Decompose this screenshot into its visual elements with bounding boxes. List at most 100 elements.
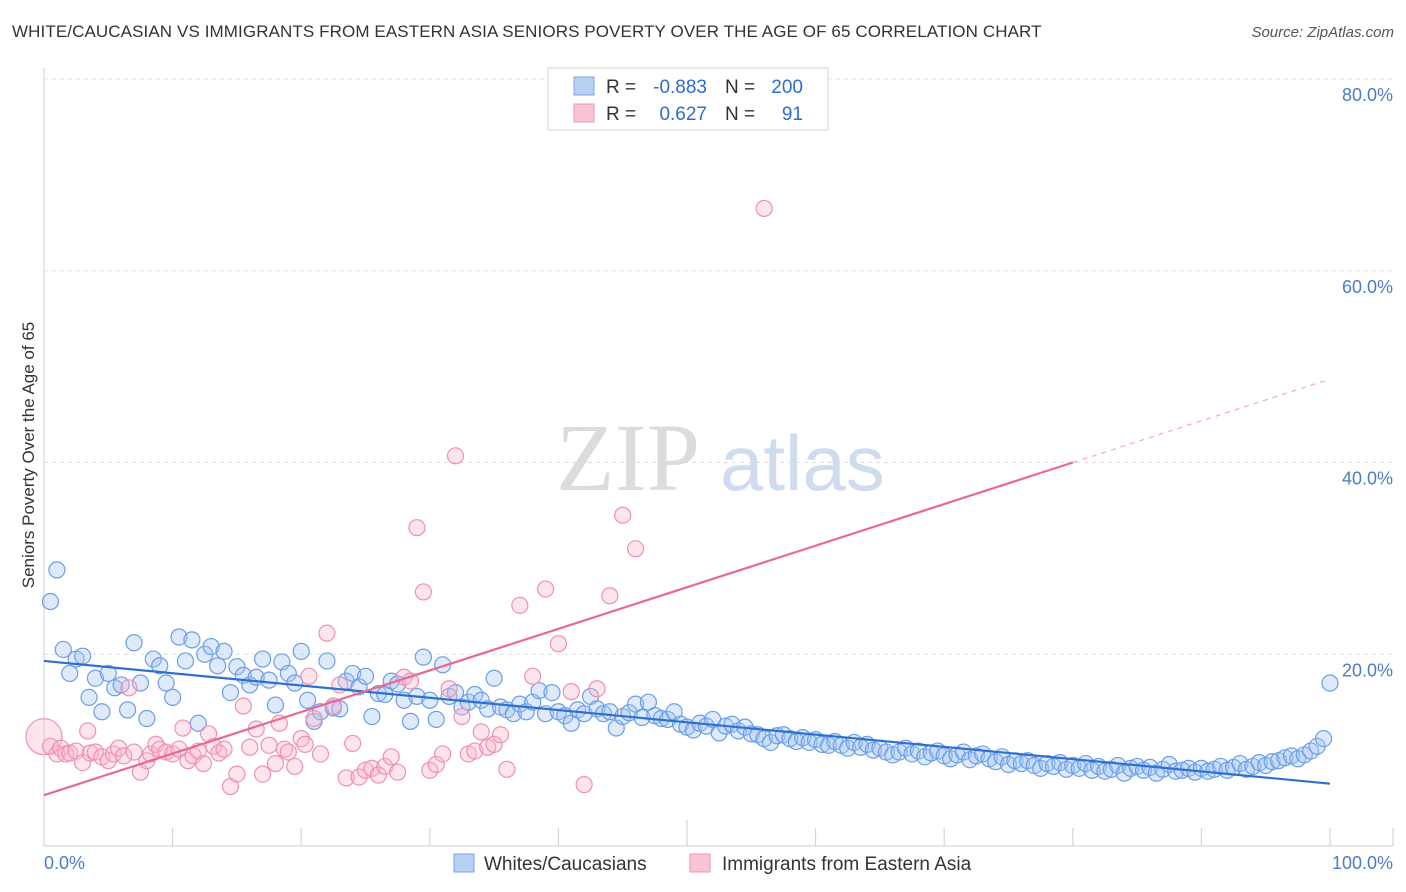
point-immigrants-36 [228,765,246,783]
point-immigrants-83 [536,580,555,598]
point-whites-59 [421,691,439,709]
point-immigrants-89 [614,506,632,524]
point-immigrants-34 [215,740,233,758]
x-tick-label-min: 0.0% [44,853,85,873]
point-immigrants-8 [79,722,97,740]
point-whites-60 [427,710,445,729]
y-tick-label-60: 60.0% [1342,277,1393,297]
point-immigrants-70 [434,745,452,763]
point-immigrants-79 [491,726,510,744]
legend-n-label-blue: N = [725,77,755,98]
point-whites-23 [189,714,207,732]
point-immigrants-85 [562,683,580,701]
point-immigrants-67 [414,583,432,601]
point-immigrants-72 [446,447,465,465]
point-immigrants-86 [575,776,593,794]
watermark-zip: ZIP [556,404,700,511]
point-whites-28 [221,683,240,702]
point-immigrants-40 [254,765,272,783]
point-immigrants-17 [125,743,143,761]
point-immigrants-76 [472,723,490,741]
point-whites-76 [530,682,548,700]
point-whites-68 [479,700,497,718]
watermark-atlas: atlas [720,419,885,507]
y-tick-label-20: 20.0% [1342,660,1393,680]
y-tick-label-80: 80.0% [1342,85,1393,105]
point-whites-33 [254,650,272,668]
point-immigrants-68 [421,761,439,779]
point-immigrants-49 [300,667,318,685]
point-whites-22 [183,631,201,649]
point-whites-25 [202,637,220,656]
point-whites-78 [543,683,561,702]
point-whites-8 [93,703,111,721]
point-immigrants-62 [382,748,400,766]
point-whites-56 [401,712,420,730]
point-whites-9 [99,664,117,683]
point-whites-17 [151,657,169,675]
point-whites-67 [472,691,490,709]
point-whites-20 [170,628,188,646]
point-immigrants-88 [601,587,619,605]
point-immigrants-69 [427,755,445,774]
point-immigrants-59 [363,759,381,777]
point-whites-7 [86,669,105,687]
point-immigrants-73 [453,707,471,726]
point-whites-27 [215,642,233,660]
bottom-legend-swatch-pink [689,853,711,873]
point-whites-58 [414,648,432,666]
point-whites-69 [485,669,503,687]
point-whites-5 [73,647,92,665]
point-immigrants-46 [286,757,304,776]
point-immigrants-91 [755,199,773,218]
point-immigrants-90 [626,540,645,558]
point-whites-29 [228,658,246,676]
point-immigrants-45 [279,743,297,761]
point-immigrants-52 [318,624,336,642]
series-immigrants-points [25,199,773,796]
point-whites-16 [144,650,162,668]
point-whites-0 [41,592,60,611]
point-whites-185 [1231,754,1249,773]
trend-line-immigrants-extension [1072,378,1331,464]
legend-n-label-pink: N = [725,104,755,125]
point-immigrants-5 [61,744,79,762]
series-whites-points [41,561,1339,782]
point-immigrants-51 [311,745,330,763]
point-immigrants-60 [369,766,387,784]
point-whites-40 [299,691,317,709]
point-immigrants-63 [389,763,407,781]
legend-swatch-blue [573,76,595,96]
source-credit: Source: ZipAtlas.com [1251,24,1394,41]
bottom-legend-swatch-blue [453,853,475,873]
point-whites-198 [1314,730,1333,748]
x-tick-label-max: 100.0% [1332,853,1393,873]
point-whites-6 [80,688,98,706]
point-whites-175 [1167,762,1185,780]
legend-r-label-blue: R = [606,77,636,98]
legend-swatch-pink [573,103,595,123]
legend-n-value-blue: 200 [771,77,803,98]
point-whites-144 [967,747,985,765]
y-tick-label-40: 40.0% [1342,469,1393,489]
point-immigrants-26 [174,719,192,737]
point-immigrants-48 [296,735,314,753]
grid-lines [44,78,1393,655]
point-whites-13 [125,634,143,652]
point-whites-21 [176,652,195,670]
point-whites-26 [209,657,227,675]
bottom-legend-immigrants: Immigrants from Eastern Asia [722,854,972,875]
point-immigrants-55 [337,769,355,787]
point-whites-35 [266,696,285,714]
trend-lines [43,378,1331,797]
point-immigrants-30 [194,754,213,773]
point-immigrants-56 [344,734,362,753]
trend-line-immigrants [43,461,1074,797]
point-immigrants-71 [440,680,458,698]
point-immigrants-75 [466,742,484,760]
point-immigrants-37 [234,697,252,715]
point-immigrants-80 [498,760,516,778]
stats-legend: R = -0.883 N = 200 R = 0.627 N = 91 [547,67,829,131]
legend-n-value-pink: 91 [782,104,803,125]
